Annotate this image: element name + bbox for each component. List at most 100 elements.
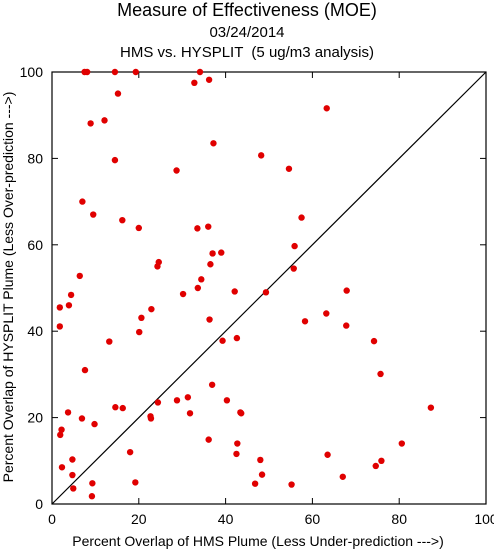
data-point bbox=[258, 471, 266, 478]
data-point bbox=[101, 117, 108, 124]
data-point bbox=[219, 337, 226, 344]
x-tick-label: 0 bbox=[48, 511, 56, 527]
data-point bbox=[291, 242, 298, 250]
data-point bbox=[65, 302, 73, 309]
x-axis-label: Percent Overlap of HMS Plume (Less Under… bbox=[72, 533, 444, 549]
data-point bbox=[112, 404, 119, 411]
data-point bbox=[69, 471, 76, 479]
data-point bbox=[298, 214, 305, 221]
data-point bbox=[155, 258, 162, 266]
data-point bbox=[262, 289, 270, 296]
data-point bbox=[343, 322, 350, 329]
data-point bbox=[173, 167, 180, 174]
data-point bbox=[88, 493, 96, 500]
data-point bbox=[79, 198, 86, 205]
data-point bbox=[234, 440, 241, 447]
data-point bbox=[285, 165, 293, 172]
data-point bbox=[233, 334, 241, 342]
x-tick-label: 20 bbox=[131, 511, 147, 527]
y-tick-label: 100 bbox=[20, 64, 44, 80]
axis-ticks: 0 20 40 60 80 100 0 20 40 60 80 100 bbox=[20, 64, 494, 527]
data-point bbox=[57, 431, 64, 439]
data-point bbox=[378, 457, 385, 464]
y-tick-label: 40 bbox=[27, 323, 43, 339]
data-point bbox=[194, 225, 201, 232]
data-point bbox=[70, 485, 77, 492]
data-point bbox=[89, 480, 96, 487]
data-point bbox=[205, 223, 212, 230]
x-tick-label: 100 bbox=[474, 511, 494, 527]
data-point bbox=[186, 410, 194, 417]
chart-date: 03/24/2014 bbox=[209, 24, 285, 41]
y-tick-label: 0 bbox=[35, 496, 43, 512]
data-point bbox=[138, 314, 145, 322]
data-point bbox=[191, 79, 198, 87]
data-point bbox=[119, 404, 126, 412]
data-point bbox=[398, 440, 406, 447]
data-point bbox=[207, 261, 214, 268]
data-point bbox=[147, 415, 155, 422]
data-point bbox=[81, 366, 89, 374]
data-point bbox=[119, 216, 126, 224]
data-point bbox=[209, 250, 216, 257]
chart-title: Measure of Effectiveness (MOE) bbox=[117, 0, 377, 20]
data-point bbox=[67, 291, 75, 299]
data-point bbox=[223, 397, 231, 404]
data-point bbox=[154, 399, 162, 406]
data-point bbox=[323, 105, 330, 112]
data-point bbox=[78, 415, 86, 422]
data-point bbox=[339, 473, 346, 480]
data-point bbox=[288, 481, 295, 488]
y-tick-label: 20 bbox=[27, 410, 43, 426]
data-point bbox=[205, 76, 213, 83]
x-tick-label: 80 bbox=[391, 511, 407, 527]
x-tick-label: 40 bbox=[218, 511, 234, 527]
data-point bbox=[218, 249, 225, 256]
y-tick-label: 80 bbox=[27, 150, 43, 166]
data-point bbox=[205, 436, 212, 443]
data-point bbox=[114, 90, 122, 97]
data-point bbox=[231, 288, 238, 295]
y-axis-label: Percent Overlap of HYSPLIT Plume (Less O… bbox=[0, 92, 16, 483]
data-point bbox=[290, 265, 297, 272]
data-point bbox=[58, 464, 66, 471]
data-point bbox=[90, 211, 97, 218]
data-point bbox=[91, 420, 98, 428]
x-tick-label: 60 bbox=[305, 511, 321, 527]
data-point bbox=[106, 338, 113, 345]
y-tick-label: 60 bbox=[27, 237, 43, 253]
data-point bbox=[206, 316, 213, 323]
data-point bbox=[194, 284, 202, 292]
data-point bbox=[83, 68, 91, 76]
data-point bbox=[58, 426, 65, 433]
data-point bbox=[233, 450, 240, 458]
data-point bbox=[324, 451, 331, 458]
data-point bbox=[87, 120, 94, 127]
data-point bbox=[111, 68, 119, 76]
data-point bbox=[237, 409, 244, 416]
data-point bbox=[126, 448, 134, 456]
chart-subtitle: HMS vs. HYSPLIT (5 ug/m3 analysis) bbox=[120, 44, 374, 61]
data-point bbox=[210, 140, 217, 147]
data-point bbox=[372, 462, 379, 470]
data-point bbox=[184, 394, 192, 401]
diagonal-reference-line bbox=[51, 71, 487, 505]
data-point bbox=[132, 479, 139, 486]
data-point bbox=[56, 304, 64, 311]
data-point bbox=[257, 456, 264, 464]
data-point bbox=[132, 68, 139, 76]
data-point bbox=[173, 397, 181, 404]
data-point bbox=[56, 323, 64, 330]
data-point bbox=[427, 404, 435, 411]
plot-area-frame bbox=[51, 71, 487, 505]
data-point bbox=[301, 318, 309, 325]
data-point bbox=[179, 290, 187, 298]
data-point bbox=[76, 272, 83, 280]
data-point bbox=[343, 287, 350, 294]
data-point bbox=[148, 305, 155, 313]
data-point bbox=[136, 328, 143, 336]
data-point bbox=[377, 370, 384, 378]
data-point bbox=[208, 381, 216, 388]
data-point bbox=[251, 480, 259, 487]
